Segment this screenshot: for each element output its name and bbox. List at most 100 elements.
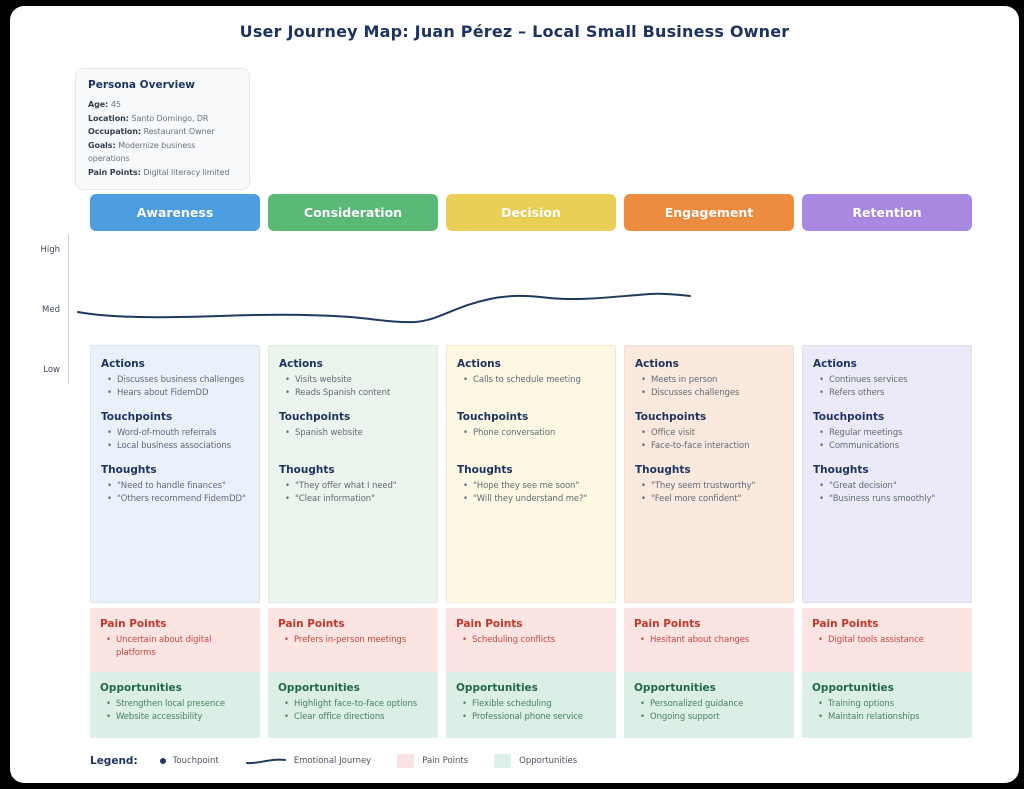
thoughts-section: Thoughts "Need to handle finances" "Othe… — [101, 464, 249, 505]
actions-heading: Actions — [457, 358, 501, 370]
list-item: "Clear information" — [285, 493, 427, 506]
stage-header-engagement: Engagement — [624, 194, 794, 231]
persona-field-occupation: OccupationRestaurant Owner — [88, 125, 237, 139]
thoughts-list: "They offer what I need" "Clear informat… — [279, 480, 427, 505]
opportunities-panel: Opportunities Highlight face-to-face opt… — [268, 672, 438, 738]
journey-line-icon — [245, 758, 286, 765]
actions-section: Actions Visits website Reads Spanish con… — [279, 358, 427, 411]
list-item: Highlight face-to-face options — [284, 698, 428, 711]
list-item: Meets in person — [641, 374, 783, 387]
touchpoints-heading: Touchpoints — [813, 411, 885, 423]
stage-columns: Actions Discusses business challenges He… — [90, 345, 972, 738]
list-item: "Feel more confident" — [641, 493, 783, 506]
touchpoints-heading: Touchpoints — [635, 411, 707, 423]
actions-section: Actions Calls to schedule meeting — [457, 358, 605, 411]
list-item: Clear office directions — [284, 711, 428, 724]
list-item: Training options — [818, 698, 962, 711]
thoughts-heading: Thoughts — [101, 464, 157, 476]
persona-field-age: Age45 — [88, 98, 237, 112]
list-item: Strengthen local presence — [106, 698, 250, 711]
stage-panel: Actions Visits website Reads Spanish con… — [268, 345, 438, 603]
thoughts-list: "Great decision" "Business runs smoothly… — [813, 480, 961, 505]
opportunities-list: Highlight face-to-face options Clear off… — [278, 698, 428, 723]
legend: Legend: Touchpoint Emotional Journey Pai… — [90, 754, 603, 768]
actions-section: Actions Continues services Refers others — [813, 358, 961, 411]
opportunities-panel: Opportunities Personalized guidance Ongo… — [624, 672, 794, 738]
list-item: Discusses business challenges — [107, 374, 249, 387]
actions-heading: Actions — [101, 358, 145, 370]
actions-list: Visits website Reads Spanish content — [279, 374, 427, 399]
list-item: Flexible scheduling — [462, 698, 606, 711]
stage-panel: Actions Discusses business challenges He… — [90, 345, 260, 603]
list-item: "They offer what I need" — [285, 480, 427, 493]
opportunities-swatch-icon — [494, 754, 512, 768]
list-item: Uncertain about digital platforms — [106, 634, 250, 659]
opportunities-heading: Opportunities — [634, 682, 716, 694]
touchpoint-dot-icon — [159, 758, 166, 764]
pain-points-heading: Pain Points — [812, 618, 879, 630]
persona-heading: Persona Overview — [88, 79, 196, 91]
actions-list: Meets in person Discusses challenges — [635, 374, 783, 399]
pain-points-heading: Pain Points — [100, 618, 167, 630]
list-item: Maintain relationships — [818, 711, 962, 724]
actions-section: Actions Discusses business challenges He… — [101, 358, 249, 411]
stage-column-decision: Actions Calls to schedule meeting Touchp… — [446, 345, 616, 738]
stage-column-engagement: Actions Meets in person Discusses challe… — [624, 345, 794, 738]
pain-points-panel: Pain Points Prefers in-person meetings — [268, 608, 438, 672]
opportunities-list: Flexible scheduling Professional phone s… — [456, 698, 606, 723]
legend-item-touchpoint: Touchpoint — [159, 756, 219, 766]
list-item: "Hope they see me soon" — [463, 480, 605, 493]
touchpoints-list: Word-of-mouth referrals Local business a… — [101, 427, 249, 452]
touchpoints-list: Regular meetings Communications — [813, 427, 961, 452]
stage-header-awareness: Awareness — [90, 194, 260, 231]
list-item: Word-of-mouth referrals — [107, 427, 249, 440]
touchpoints-list: Phone conversation — [457, 427, 605, 440]
opportunities-heading: Opportunities — [456, 682, 538, 694]
touchpoints-heading: Touchpoints — [457, 411, 529, 423]
pain-points-list: Scheduling conflicts — [456, 634, 606, 647]
list-item: Local business associations — [107, 440, 249, 453]
list-item: Discusses challenges — [641, 387, 783, 400]
opportunities-panel: Opportunities Training options Maintain … — [802, 672, 972, 738]
opportunities-panel: Opportunities Flexible scheduling Profes… — [446, 672, 616, 738]
legend-item-opportunities: Opportunities — [494, 754, 577, 768]
touchpoints-section: Touchpoints Word-of-mouth referrals Loca… — [101, 411, 249, 464]
pain-points-list: Prefers in-person meetings — [278, 634, 428, 647]
pain-points-panel: Pain Points Uncertain about digital plat… — [90, 608, 260, 672]
stage-header-row: Awareness Consideration Decision Engagem… — [90, 194, 972, 231]
list-item: Hesitant about changes — [640, 634, 784, 647]
list-item: Phone conversation — [463, 427, 605, 440]
thoughts-section: Thoughts "Hope they see me soon" "Will t… — [457, 464, 605, 505]
pain-points-swatch-icon — [397, 754, 415, 768]
pain-points-list: Hesitant about changes — [634, 634, 784, 647]
stage-header-consideration: Consideration — [268, 194, 438, 231]
thoughts-list: "Need to handle finances" "Others recomm… — [101, 480, 249, 505]
touchpoints-section: Touchpoints Spanish website — [279, 411, 427, 464]
pain-points-heading: Pain Points — [634, 618, 701, 630]
axis-label-med: Med — [42, 305, 60, 315]
persona-overview-card: Persona Overview Age45 LocationSanto Dom… — [75, 68, 250, 190]
opportunities-panel: Opportunities Strengthen local presence … — [90, 672, 260, 738]
list-item: Calls to schedule meeting — [463, 374, 605, 387]
stage-header-retention: Retention — [802, 194, 972, 231]
touchpoints-heading: Touchpoints — [101, 411, 173, 423]
stage-column-awareness: Actions Discusses business challenges He… — [90, 345, 260, 738]
list-item: "Will they understand me?" — [463, 493, 605, 506]
touchpoints-section: Touchpoints Regular meetings Communicati… — [813, 411, 961, 464]
stage-column-consideration: Actions Visits website Reads Spanish con… — [268, 345, 438, 738]
actions-heading: Actions — [813, 358, 857, 370]
legend-item-emotional-journey: Emotional Journey — [245, 755, 371, 767]
thoughts-heading: Thoughts — [457, 464, 513, 476]
pain-points-panel: Pain Points Scheduling conflicts — [446, 608, 616, 672]
list-item: Prefers in-person meetings — [284, 634, 428, 647]
pain-points-heading: Pain Points — [456, 618, 523, 630]
opportunities-heading: Opportunities — [812, 682, 894, 694]
actions-list: Calls to schedule meeting — [457, 374, 605, 387]
opportunities-list: Strengthen local presence Website access… — [100, 698, 250, 723]
list-item: Communications — [819, 440, 961, 453]
pain-points-list: Uncertain about digital platforms — [100, 634, 250, 659]
list-item: Website accessibility — [106, 711, 250, 724]
thoughts-list: "They seem trustworthy" "Feel more confi… — [635, 480, 783, 505]
thoughts-section: Thoughts "They offer what I need" "Clear… — [279, 464, 427, 505]
opportunities-heading: Opportunities — [100, 682, 182, 694]
